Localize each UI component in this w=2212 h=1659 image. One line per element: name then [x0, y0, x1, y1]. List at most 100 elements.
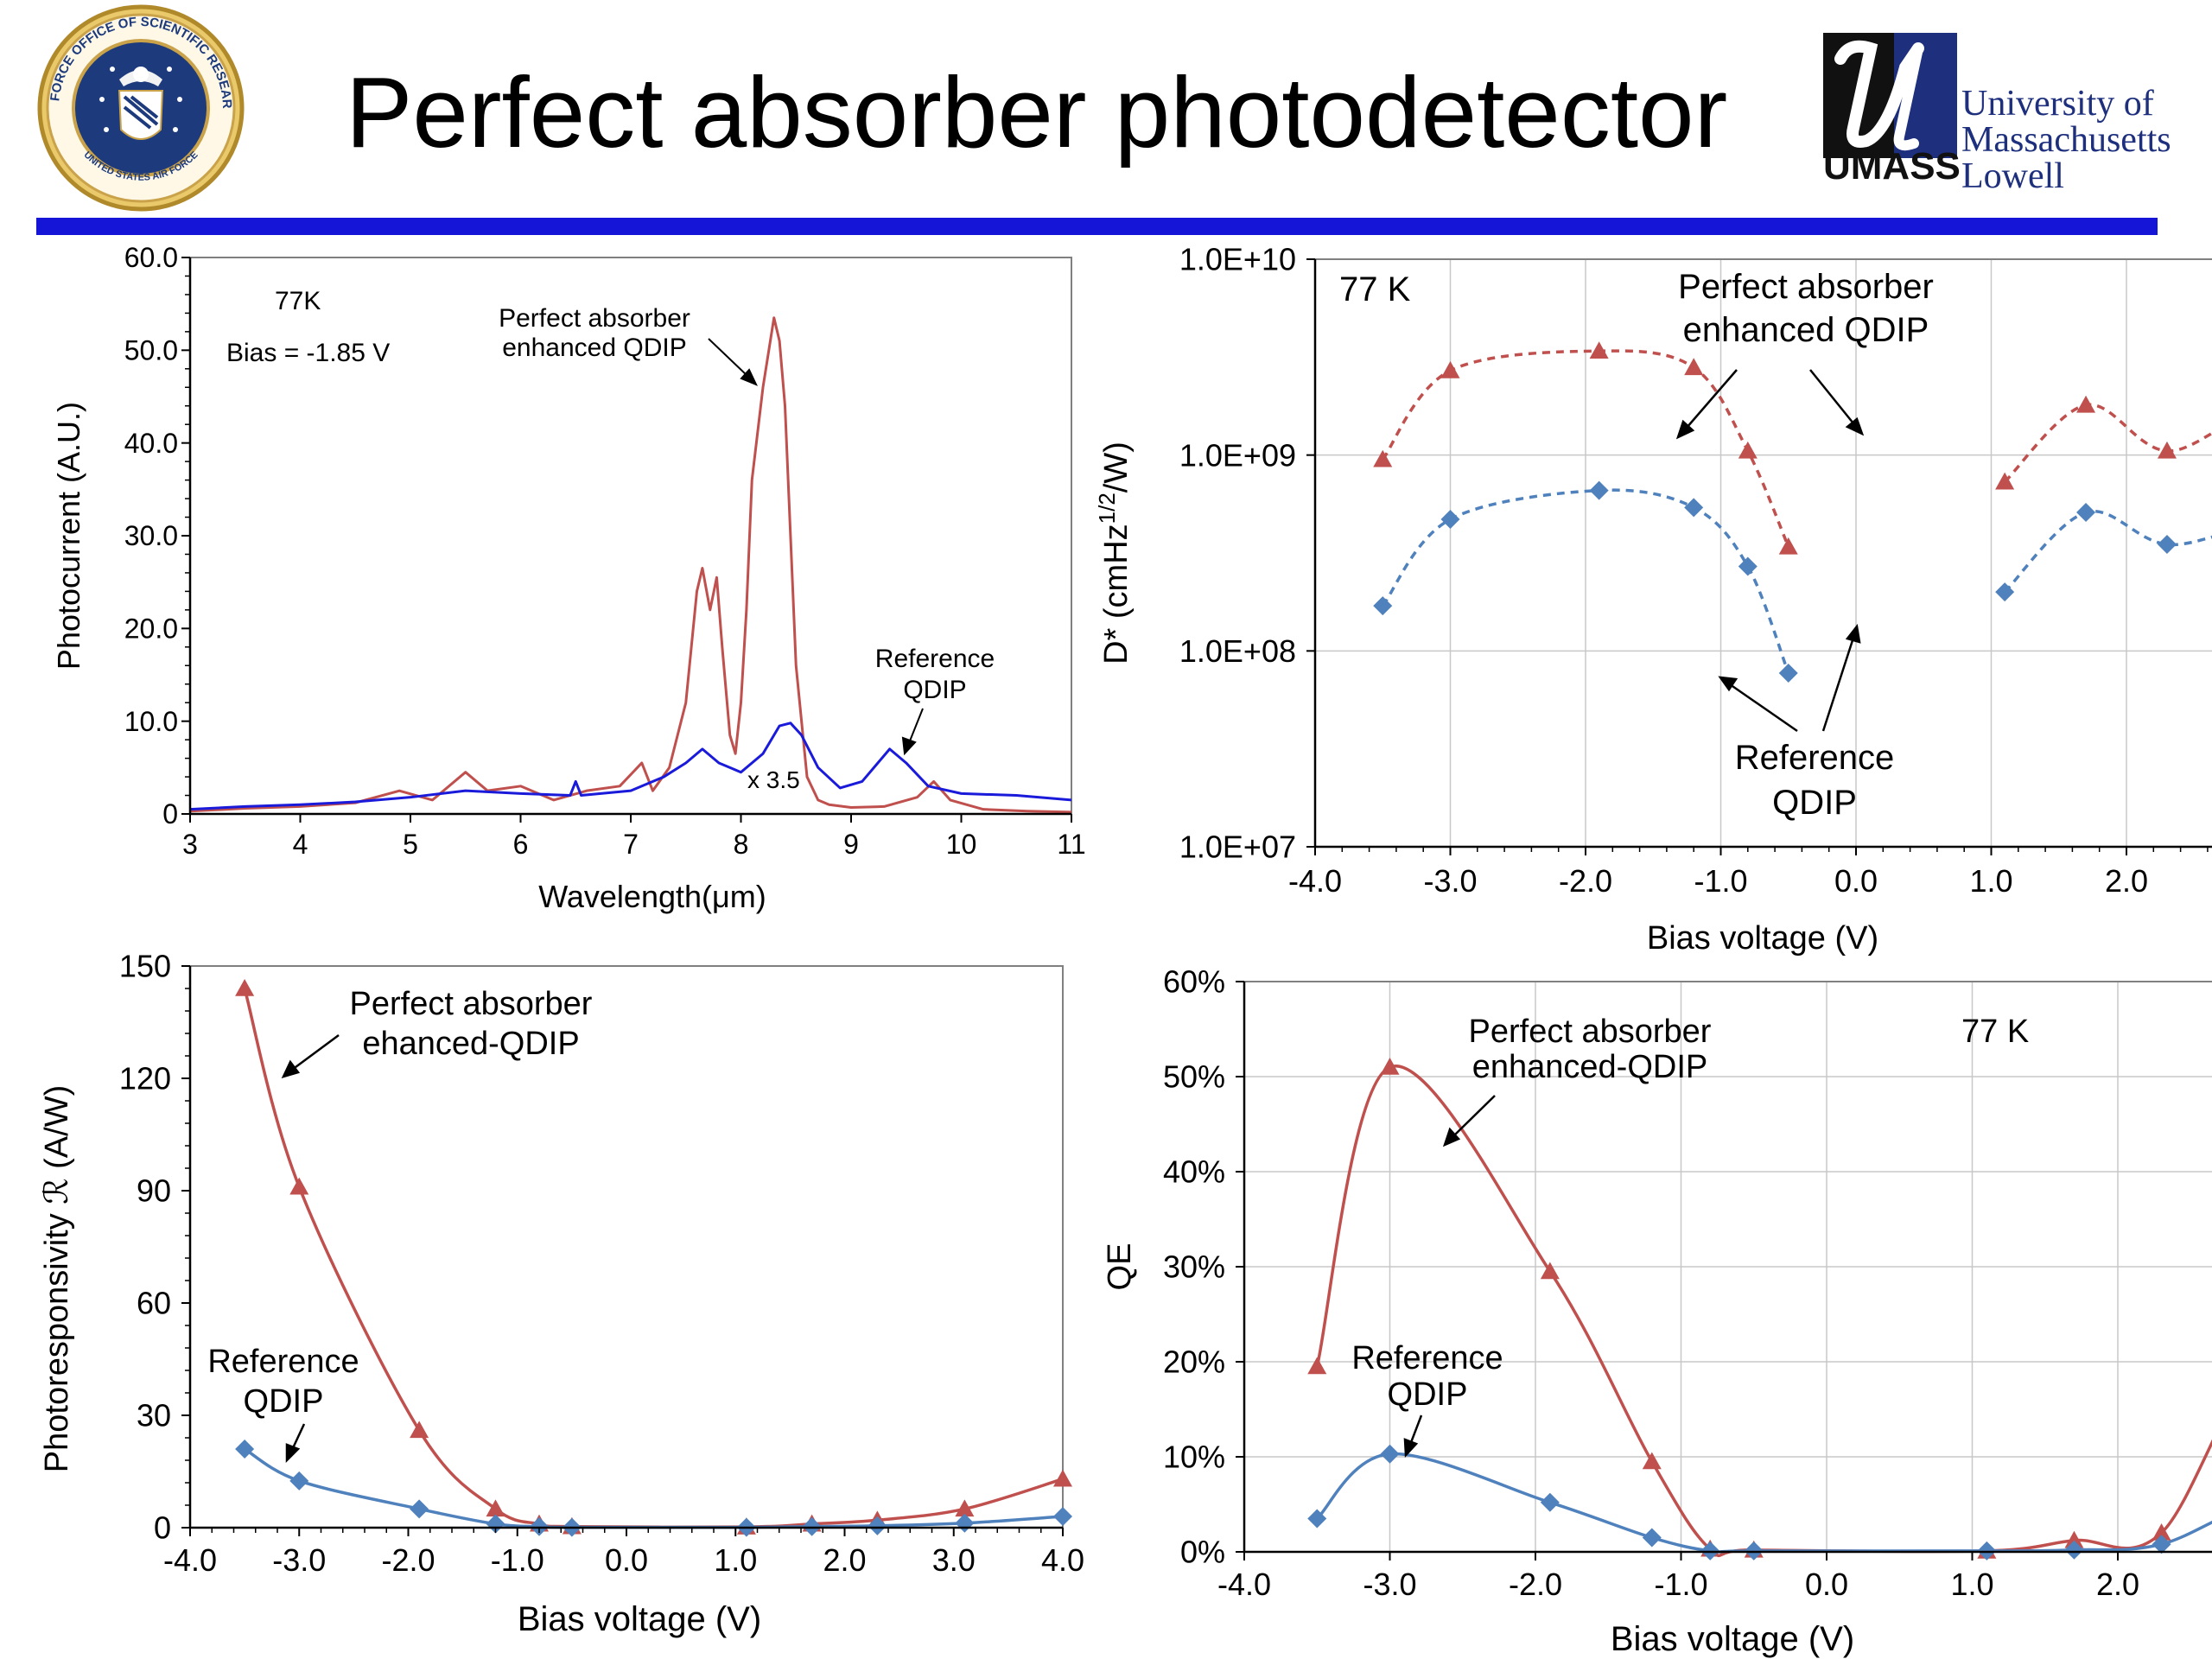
- y-tick-label: 40.0: [124, 428, 178, 459]
- annotation-reference-2: QDIP: [903, 676, 966, 704]
- ylabel: Photoresponsivity ℛ (A/W): [39, 1085, 75, 1472]
- x-tick-label: 1.0: [714, 1542, 757, 1578]
- series-perfect-absorber-line: [189, 316, 1072, 814]
- y-tick-label: 0: [162, 798, 178, 830]
- series-reference-point: [2157, 535, 2177, 555]
- annotation-arrows: [281, 1033, 340, 1464]
- annotation-scale: x 3.5: [747, 766, 800, 793]
- series-reference-line: [1316, 1452, 2212, 1554]
- series-reference-point: [410, 1499, 429, 1519]
- x-tick-label: -3.0: [1363, 1567, 1416, 1602]
- header-divider: [36, 218, 2158, 235]
- series-reference-point: [1373, 596, 1393, 616]
- series-perfect-absorber-point: [1307, 1357, 1327, 1375]
- series-perfect-absorber-point: [955, 1499, 975, 1517]
- series-perfect-absorber-point: [1440, 360, 1460, 378]
- y-tick-label: 1.0E+10: [1179, 242, 1296, 277]
- annotation-reference-2: QDIP: [244, 1383, 324, 1420]
- umass-name-line-1: University of: [1961, 84, 2154, 124]
- x-tick-label: 2.0: [823, 1542, 866, 1578]
- annotation-reference-1: Reference: [1735, 739, 1895, 777]
- y-tick-label: 1.0E+08: [1179, 633, 1296, 669]
- series-reference-line: [189, 721, 1072, 811]
- series-reference-point: [1642, 1528, 1662, 1548]
- series-reference-point: [1307, 1509, 1327, 1529]
- series-reference-point: [235, 1440, 255, 1459]
- x-tick-label: -1.0: [1694, 863, 1747, 899]
- ylabel: QE: [1102, 1243, 1138, 1291]
- annotation-temperature: 77 K: [1961, 1014, 2029, 1050]
- series-reference-point: [2152, 1535, 2171, 1554]
- x-tick-label: -3.0: [272, 1542, 326, 1578]
- series-perfect-absorber-point: [1995, 472, 2015, 490]
- y-tick-label: 0%: [1180, 1535, 1225, 1570]
- annotation-bias: Bias = -1.85 V: [226, 339, 390, 367]
- annotation-absorber-1: Perfect absorber: [350, 986, 593, 1022]
- x-tick-label: 8: [734, 829, 749, 860]
- umass-wordmark: UMASS: [1823, 145, 1961, 188]
- series-perfect-absorber-point: [235, 979, 255, 996]
- x-tick-label: 11: [1057, 829, 1085, 860]
- series-perfect-absorber-point: [1684, 358, 1704, 376]
- annotation-reference-1: Reference: [207, 1344, 359, 1380]
- series-reference-point: [1540, 1492, 1560, 1512]
- series-reference-line: [244, 1447, 1064, 1529]
- x-tick-label: 1.0: [1950, 1567, 1993, 1602]
- x-tick-label: 10: [946, 829, 977, 860]
- y-tick-label: 50.0: [124, 335, 178, 366]
- series-perfect-absorber-point: [1380, 1058, 1400, 1075]
- x-tick-label: -2.0: [381, 1542, 435, 1578]
- photocurrent-spectrum-chart: 3 4 5 6 7 8 9 10 11 0 10.0 20.0 30.0 40.0 50.0 60.0 Pho…: [51, 242, 1086, 914]
- annotation-absorber-1: Perfect absorber: [1469, 1014, 1712, 1050]
- series-perfect-absorber-point: [2157, 441, 2177, 459]
- y-tick-label: 90: [137, 1173, 171, 1209]
- y-tick-label: 60: [137, 1286, 171, 1321]
- y-tick-label: 40%: [1163, 1154, 1225, 1190]
- annotation-absorber-1: Perfect absorber: [1678, 268, 1934, 306]
- annotation-reference-1: Reference: [1351, 1340, 1503, 1376]
- umass-logo-icon: [1823, 33, 1957, 158]
- series-reference-trend-positive: [2003, 509, 2212, 594]
- series-reference-point: [289, 1471, 309, 1491]
- air-force-seal-icon: AIR FORCE OFFICE OF SCIENTIFIC RESEARCH …: [33, 0, 245, 212]
- x-tick-label: 0.0: [605, 1542, 648, 1578]
- x-tick-label: 4: [293, 829, 308, 860]
- umass-name-line-3: Lowell: [1961, 156, 2064, 196]
- y-tick-label: 1.0E+07: [1179, 830, 1296, 865]
- series-perfect-absorber-trend-negative: [1381, 349, 1790, 548]
- series-perfect-absorber-point: [1738, 441, 1758, 459]
- x-tick-label: 7: [623, 829, 639, 860]
- series-reference-point: [1778, 664, 1798, 683]
- x-tick-label: 3.0: [932, 1542, 976, 1578]
- series-reference-point: [868, 1516, 887, 1535]
- y-tick-label: 0: [154, 1510, 171, 1546]
- quantum-efficiency-chart: -4.0-3.0-2.0-1.00.01.02.03.04.00%10%20%3…: [1102, 964, 2212, 1658]
- series-perfect-absorber-point: [2076, 395, 2096, 413]
- series-reference-point: [1738, 556, 1758, 576]
- series-reference-point: [486, 1514, 505, 1534]
- umass-name-line-2: Massachusetts: [1961, 120, 2171, 160]
- x-tick-label: -4.0: [163, 1542, 217, 1578]
- series-perfect-absorber-point: [1053, 1469, 1072, 1487]
- ylabel: D* (cmHz1/2/W): [1094, 442, 1135, 664]
- annotation-reference-2: QDIP: [1772, 784, 1857, 822]
- y-tick-label: 60.0: [124, 242, 178, 273]
- x-tick-label: 6: [513, 829, 529, 860]
- x-tick-label: 1.0: [1969, 863, 2012, 899]
- slide-title: Perfect absorber photodetector: [346, 56, 1728, 168]
- y-tick-label: 30.0: [124, 520, 178, 551]
- annotation-temperature: 77K: [275, 287, 321, 315]
- y-tick-label: 30%: [1163, 1249, 1225, 1285]
- y-tick-label: 20%: [1163, 1344, 1225, 1380]
- series-reference-point: [802, 1516, 822, 1536]
- y-tick-label: 20.0: [124, 613, 178, 645]
- x-tick-label: -4.0: [1217, 1567, 1271, 1602]
- series-perfect-absorber-line: [243, 988, 1064, 1529]
- series-perfect-absorber-point: [289, 1177, 309, 1195]
- xlabel: Wavelength(μm): [538, 879, 766, 914]
- series-reference-point: [1589, 480, 1609, 500]
- annotation-absorber-2: enhanced QDIP: [502, 334, 686, 362]
- series-reference-point: [1440, 509, 1460, 529]
- xlabel: Bias voltage (V): [518, 1600, 761, 1638]
- umass-logo: UMASS University of Massachusetts Lowell: [1815, 26, 2212, 199]
